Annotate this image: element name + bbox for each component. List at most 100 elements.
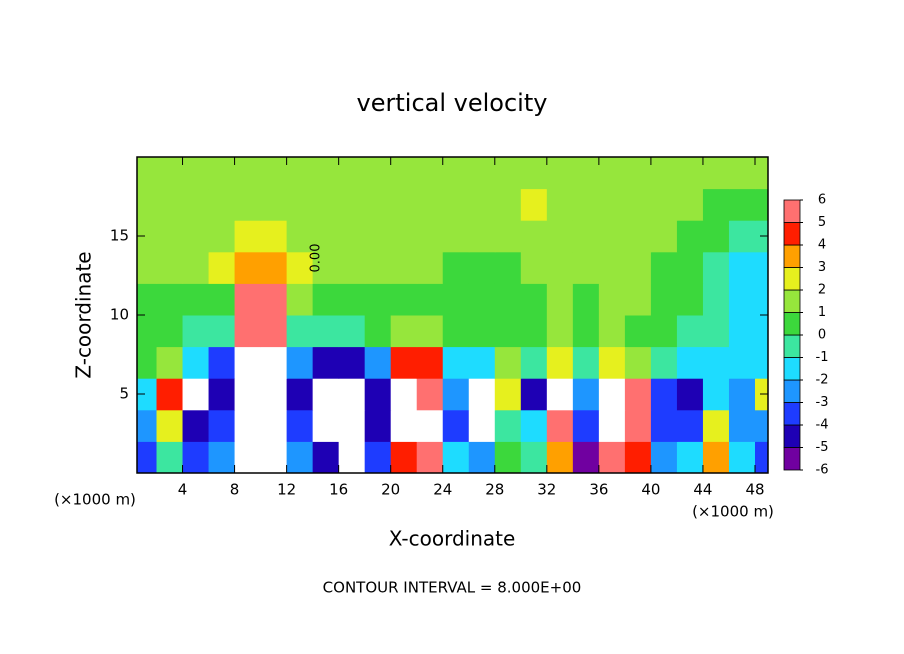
colorbar-swatch [783,379,801,403]
colorbar-swatch [783,334,801,358]
heatmap-cell [182,251,210,284]
heatmap-cell [390,157,418,190]
heatmap-cell [312,251,340,284]
heatmap-cell [260,409,288,442]
heatmap-cell [546,378,574,411]
contour-label: 0.00 [309,244,324,273]
heatmap-cell [468,346,496,379]
heatmap-cell [702,157,730,190]
colorbar-label: -4 [816,418,829,433]
heatmap-cell [338,283,366,316]
heatmap-cell [546,315,574,348]
heatmap-cell [754,315,768,348]
heatmap-cell [182,188,210,221]
colorbar-label: 3 [818,260,826,275]
heatmap-cell [137,409,158,442]
heatmap-cell [312,409,340,442]
heatmap-cell [260,157,288,190]
heatmap-cell [442,409,470,442]
heatmap-cell [494,251,522,284]
heatmap-cell [468,251,496,284]
heatmap-cell [286,283,314,316]
colorbar-label: -2 [816,373,829,388]
heatmap-cell [520,441,548,473]
heatmap-cell [702,220,730,253]
heatmap-cell [676,441,704,473]
heatmap-cell [598,188,626,221]
heatmap-cell [572,378,600,411]
x-unit-label: (×1000 m) [692,503,774,521]
heatmap-cell [650,409,678,442]
heatmap-cell [137,251,158,284]
heatmap-cell [728,409,756,442]
colorbar-swatch [783,289,801,313]
heatmap-cell [286,441,314,473]
heatmap-cell [338,315,366,348]
heatmap-cell [260,188,288,221]
heatmap-cell [754,441,768,473]
colorbar-label: -3 [816,395,829,410]
heatmap-cell [338,188,366,221]
heatmap-cell [520,220,548,253]
heatmap-cell [676,346,704,379]
heatmap-cell [572,441,600,473]
x-tick-label: 8 [230,481,240,499]
x-tick-label: 40 [641,481,660,499]
x-unit-label: (×1000 m) [54,491,136,509]
heatmap-cell [728,346,756,379]
x-tick-label: 20 [381,481,400,499]
heatmap-cell [494,409,522,442]
heatmap-cell [702,188,730,221]
heatmap-cell [572,283,600,316]
heatmap-cell [390,409,418,442]
heatmap-cell [156,441,184,473]
heatmap-cell [390,378,418,411]
heatmap-cell [702,346,730,379]
x-tick-label: 44 [693,481,712,499]
heatmap-cell [137,441,158,473]
colorbar-label: 1 [818,305,826,320]
colorbar-swatch [783,244,801,268]
heatmap-cell [208,441,236,473]
heatmap-cell [624,441,652,473]
heatmap-cell [234,441,262,473]
heatmap-cell [156,220,184,253]
heatmap-cell [208,346,236,379]
heatmap-cell [650,251,678,284]
heatmap-cell [572,315,600,348]
heatmap-cell [650,157,678,190]
heatmap-cell [234,251,262,284]
heatmap-cell [260,441,288,473]
heatmap-cell [338,157,366,190]
heatmap-cell [208,378,236,411]
heatmap-cell [416,157,444,190]
heatmap-cell [650,346,678,379]
heatmap-cell [624,157,652,190]
heatmap-cell [520,409,548,442]
heatmap-cell [520,251,548,284]
x-axis-label: X-coordinate [389,527,516,551]
y-axis-label: Z-coordinate [72,251,96,378]
heatmap-cell [624,188,652,221]
heatmap-cell [572,188,600,221]
heatmap-cell [312,378,340,411]
heatmap-cell [624,220,652,253]
heatmap-cell [650,220,678,253]
heatmap-cell [624,251,652,284]
heatmap-cell [208,409,236,442]
heatmap-cell [390,188,418,221]
y-tick-label: 5 [119,385,129,403]
heatmap-cell [650,283,678,316]
heatmap-cell [702,378,730,411]
colorbar-label: -6 [816,463,829,478]
heatmap-cell [572,220,600,253]
heatmap-cell [494,188,522,221]
heatmap-cell [702,315,730,348]
heatmap-cell [260,315,288,348]
x-tick-label: 28 [485,481,504,499]
heatmap-cell [468,188,496,221]
heatmap-cell [598,220,626,253]
heatmap-cell [468,315,496,348]
heatmap-cell [137,378,158,411]
colorbar-swatch [783,447,801,471]
